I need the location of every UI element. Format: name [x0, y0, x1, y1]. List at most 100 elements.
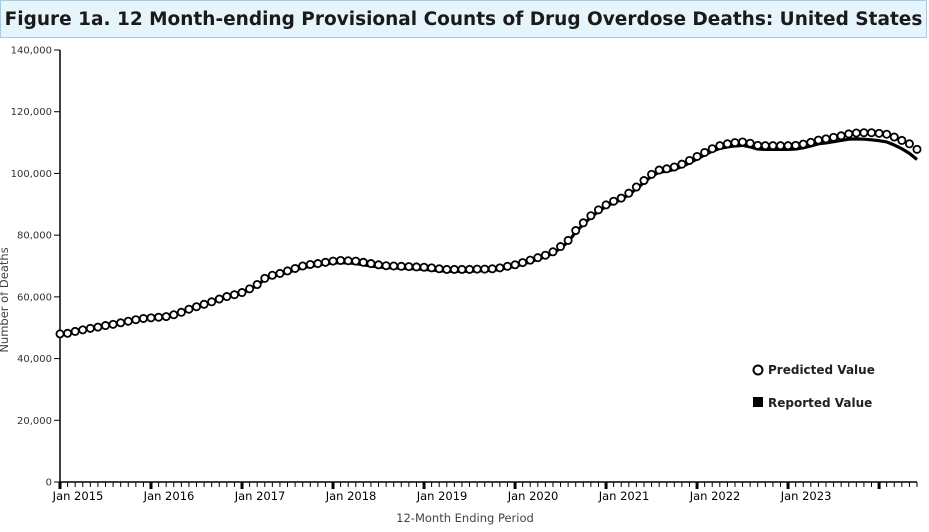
- predicted-value-point: [358, 257, 368, 267]
- predicted-value-point: [700, 147, 710, 157]
- predicted-value-point: [131, 315, 141, 325]
- predicted-value-point: [199, 299, 209, 309]
- predicted-value-point: [229, 290, 239, 300]
- predicted-value-point: [93, 322, 103, 332]
- predicted-value-point: [283, 266, 293, 276]
- predicted-value-point: [768, 141, 778, 151]
- x-tick-label: Jan 2019: [416, 489, 468, 503]
- reported-value-line: [59, 137, 919, 336]
- predicted-value-point: [783, 141, 793, 151]
- predicted-value-point: [669, 162, 679, 172]
- y-tick-label: 0: [46, 478, 52, 489]
- predicted-value-point: [252, 280, 262, 290]
- y-tick-label: 140,000: [11, 46, 52, 57]
- predicted-value-point: [457, 264, 467, 274]
- predicted-value-point: [639, 176, 649, 186]
- x-tick-label: Jan 2018: [325, 489, 377, 503]
- predicted-value-point: [874, 128, 884, 138]
- predicted-value-point: [859, 128, 869, 138]
- predicted-value-point: [336, 255, 346, 265]
- x-tick-label: Jan 2021: [598, 489, 650, 503]
- predicted-value-point: [540, 250, 550, 260]
- predicted-value-point: [404, 262, 414, 272]
- x-tick-label: Jan 2017: [234, 489, 286, 503]
- predicted-value-point: [419, 262, 429, 272]
- predicted-value-point: [760, 141, 770, 151]
- predicted-value-point: [525, 255, 535, 265]
- predicted-value-point: [502, 261, 512, 271]
- predicted-value-point: [518, 258, 528, 268]
- predicted-value-point: [836, 131, 846, 141]
- predicted-value-point: [55, 329, 65, 339]
- predicted-value-point: [775, 141, 785, 151]
- predicted-value-point: [578, 218, 588, 228]
- predicted-value-point: [70, 326, 80, 336]
- x-tick-label: Jan 2016: [143, 489, 195, 503]
- predicted-value-point: [753, 140, 763, 150]
- predicted-value-point: [912, 144, 922, 154]
- predicted-value-point: [889, 132, 899, 142]
- predicted-value-point: [533, 253, 543, 263]
- x-tick-label: Jan 2015: [52, 489, 104, 503]
- predicted-value-point: [882, 129, 892, 139]
- predicted-value-point: [260, 273, 270, 283]
- predicted-value-point: [214, 294, 224, 304]
- predicted-value-point: [161, 312, 171, 322]
- predicted-value-point: [465, 264, 475, 274]
- predicted-value-point: [305, 259, 315, 269]
- predicted-value-point: [442, 264, 452, 274]
- predicted-value-point: [351, 256, 361, 266]
- y-tick-label: 80,000: [17, 231, 52, 242]
- predicted-value-point: [844, 129, 854, 139]
- predicted-value-point: [275, 268, 285, 278]
- predicted-value-point: [904, 139, 914, 149]
- legend-reported-label: Reported Value: [768, 396, 872, 410]
- predicted-value-point: [791, 140, 801, 150]
- predicted-value-point: [866, 128, 876, 138]
- predicted-value-point: [692, 151, 702, 161]
- legend-reported-marker: [753, 397, 763, 407]
- predicted-value-point: [434, 264, 444, 274]
- predicted-value-point: [298, 261, 308, 271]
- predicted-value-point: [684, 155, 694, 165]
- x-tick-label: Jan 2023: [780, 489, 832, 503]
- x-tick-label: Jan 2022: [689, 489, 741, 503]
- predicted-value-point: [548, 247, 558, 257]
- predicted-value-point: [654, 165, 664, 175]
- predicted-value-point: [85, 323, 95, 333]
- predicted-value-point: [169, 310, 179, 320]
- predicted-value-point: [601, 200, 611, 210]
- predicted-value-point: [313, 259, 323, 269]
- predicted-value-point: [480, 264, 490, 274]
- predicted-value-point: [146, 313, 156, 323]
- predicted-value-point: [108, 319, 118, 329]
- y-tick-label: 40,000: [17, 354, 52, 365]
- y-tick-label: 60,000: [17, 292, 52, 303]
- predicted-value-point: [487, 264, 497, 274]
- overdose-deaths-line-chart: 0 20,000 40,000 60,000 80,000 100,000 120,000 1…: [0, 46, 922, 525]
- predicted-value-point: [449, 264, 459, 274]
- predicted-value-point: [320, 257, 330, 267]
- y-axis-title: Number of Deaths: [0, 247, 11, 352]
- predicted-value-point: [806, 137, 816, 147]
- predicted-value-point: [647, 169, 657, 179]
- predicted-value-point: [897, 135, 907, 145]
- predicted-value-point: [381, 261, 391, 271]
- predicted-value-point: [207, 297, 217, 307]
- predicted-value-point: [821, 134, 831, 144]
- predicted-value-point: [571, 226, 581, 236]
- predicted-value-point: [116, 318, 126, 328]
- predicted-value-point: [237, 288, 247, 298]
- predicted-value-point: [396, 261, 406, 271]
- predicted-value-point: [123, 316, 133, 326]
- x-tick-label: Jan 2020: [507, 489, 559, 503]
- predicted-value-point: [154, 312, 164, 322]
- predicted-value-point: [730, 138, 740, 148]
- chart-title-bar: Figure 1a. 12 Month-ending Provisional C…: [0, 0, 927, 38]
- predicted-value-point: [510, 260, 520, 270]
- predicted-value-point: [624, 188, 634, 198]
- predicted-value-point: [677, 159, 687, 169]
- predicted-value-point: [176, 307, 186, 317]
- predicted-value-point: [738, 137, 748, 147]
- predicted-value-point: [290, 263, 300, 273]
